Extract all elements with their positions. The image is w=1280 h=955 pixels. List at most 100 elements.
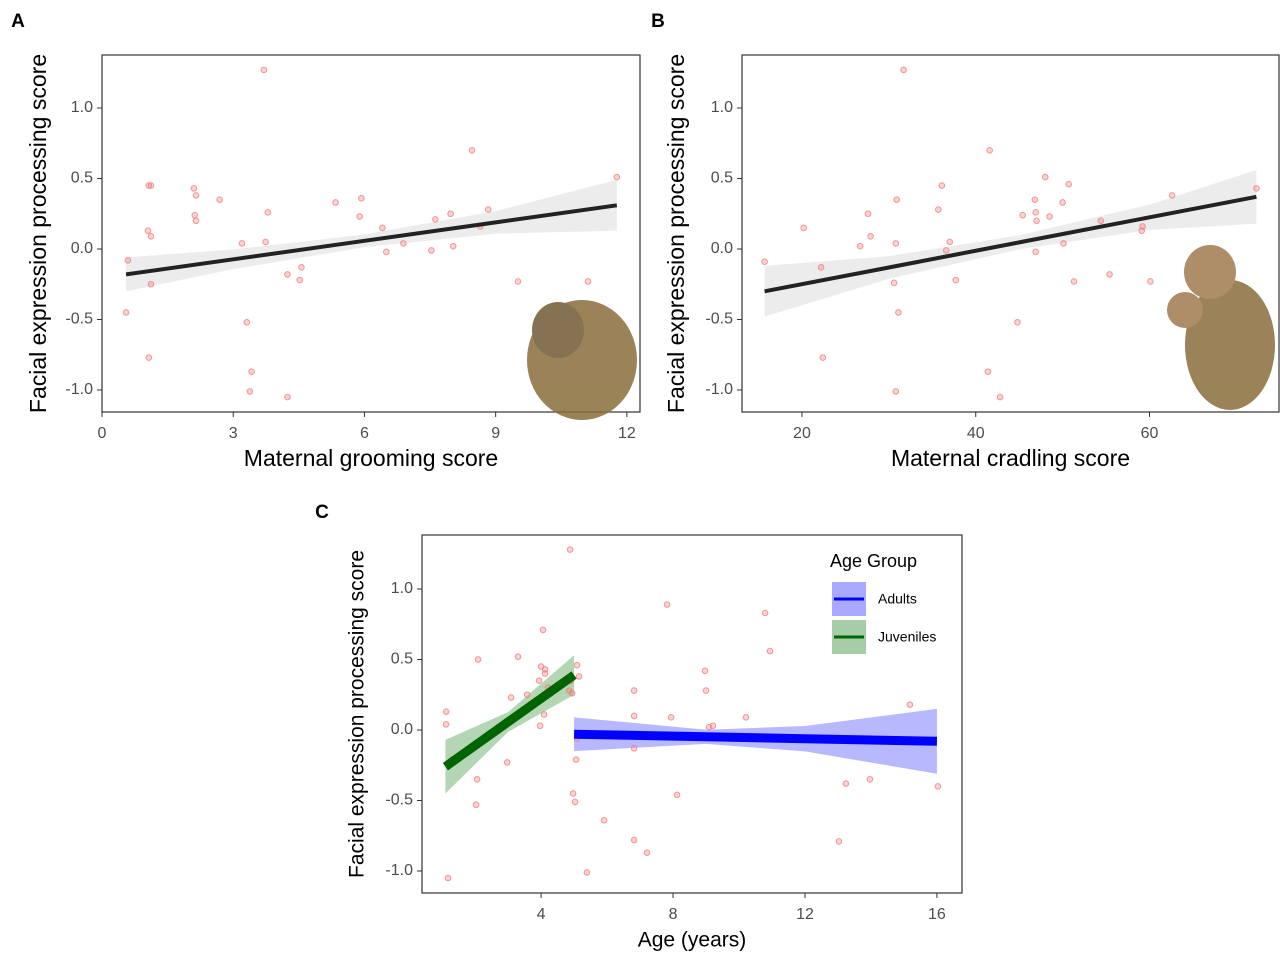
legend-title: Age Group [830, 551, 917, 571]
data-point [1033, 217, 1040, 225]
x-tick-label: 3 [229, 425, 238, 442]
data-point [191, 211, 199, 219]
data-point [284, 393, 291, 401]
data-point [934, 783, 942, 790]
data-point [1070, 278, 1078, 285]
panel-0: A -1.0 -0.5 0.0 0.5 1.0 0 3 6 9 12 Maternal groomin… [11, 11, 641, 471]
data-point [935, 206, 942, 213]
data-point [190, 185, 198, 192]
y-tick-label: -1.0 [65, 381, 93, 398]
data-point [400, 240, 407, 247]
data-point [1041, 173, 1049, 181]
data-point [514, 278, 522, 285]
regression-line [125, 203, 618, 277]
data-point [147, 182, 155, 189]
data-point [892, 388, 900, 395]
legend-label: Juveniles [878, 629, 936, 645]
data-point [856, 242, 864, 250]
data-point [379, 224, 386, 232]
data-point [246, 388, 254, 395]
data-point [613, 173, 621, 181]
data-point [539, 626, 547, 634]
data-point [296, 276, 304, 284]
panel-letter: C [315, 502, 329, 523]
data-point [1106, 271, 1113, 278]
data-point [1139, 223, 1146, 230]
x-tick-label: 0 [98, 425, 107, 442]
data-point [468, 147, 476, 154]
y-tick-label: -1.0 [385, 862, 413, 879]
regression-line [764, 194, 1257, 294]
y-axis-label: Facial expression processing score [346, 550, 369, 878]
data-point [383, 248, 390, 256]
data-point [358, 194, 365, 202]
x-tick-label: 12 [618, 425, 636, 442]
regression-line [573, 729, 938, 746]
panel-1: B -1.0 -0.5 0.0 0.5 1.0 20 40 60 Maternal cradlin… [651, 11, 1280, 471]
y-tick-label: -0.5 [705, 311, 733, 328]
y-axis-label: Facial expression processing score [25, 54, 51, 413]
data-point [536, 722, 544, 730]
y-tick-label: 1.0 [71, 99, 93, 116]
data-point [1059, 199, 1066, 206]
data-point [431, 216, 439, 223]
data-point [147, 233, 155, 240]
data-point [583, 869, 591, 876]
data-point [667, 714, 675, 721]
data-point [761, 609, 769, 617]
data-point [800, 224, 807, 232]
data-point [1065, 180, 1073, 188]
data-point [952, 276, 960, 284]
data-point [701, 667, 709, 675]
x-tick-label: 4 [537, 906, 546, 923]
data-point [147, 280, 155, 288]
data-point [900, 66, 907, 74]
data-point [1019, 211, 1026, 219]
x-tick-label: 9 [491, 425, 500, 442]
monkey-head [1184, 245, 1236, 299]
x-tick-label: 40 [967, 425, 985, 442]
x-tick-label: 60 [1141, 425, 1159, 442]
y-tick-label: 0.5 [391, 651, 413, 668]
x-axis-label: Age (years) [638, 929, 747, 952]
data-point [1168, 192, 1176, 199]
data-point [600, 816, 608, 824]
data-point [630, 712, 638, 720]
data-point [742, 714, 750, 721]
y-axis-label: Facial expression processing score [663, 54, 689, 413]
data-point [568, 690, 576, 697]
data-point [428, 247, 435, 254]
data-point [484, 206, 492, 213]
data-point [986, 147, 993, 154]
data-point [906, 701, 914, 708]
data-point [1032, 209, 1039, 216]
data-point [893, 196, 900, 203]
data-point [761, 258, 768, 265]
data-point [946, 238, 953, 246]
data-point [630, 745, 638, 752]
data-point [144, 227, 152, 234]
monkey-infant-head [1167, 292, 1203, 328]
data-point [630, 687, 638, 694]
data-point [284, 271, 291, 278]
data-point [572, 756, 580, 763]
data-point [535, 677, 543, 684]
data-point [442, 721, 450, 728]
panel-2: C -1.0 -0.5 0.0 0.5 1.0 4 8 12 16 Age (years) Facia… [315, 502, 963, 952]
x-tick-label: 8 [669, 906, 678, 923]
plot-border [421, 534, 963, 894]
data-point [1032, 248, 1039, 256]
data-point [867, 233, 874, 240]
plot-border [101, 54, 641, 413]
data-point [449, 242, 457, 250]
data-point [892, 240, 900, 247]
data-point [474, 656, 482, 663]
data-point [192, 192, 200, 199]
confidence-band [126, 179, 617, 292]
data-point [643, 849, 651, 856]
data-point [145, 354, 153, 361]
x-tick-label: 12 [796, 906, 814, 923]
data-point [817, 264, 825, 271]
data-point [663, 601, 671, 608]
